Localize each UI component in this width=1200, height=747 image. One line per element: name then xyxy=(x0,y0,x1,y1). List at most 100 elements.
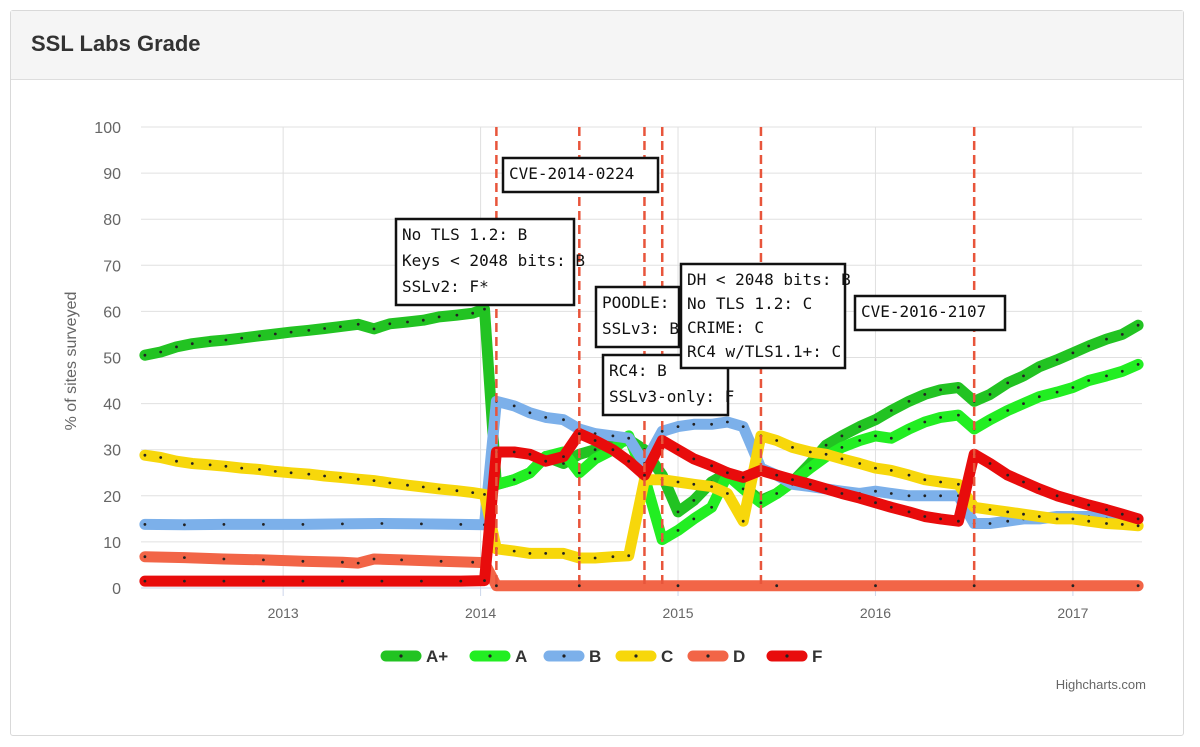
y-tick-label: 20 xyxy=(103,489,121,506)
data-point xyxy=(577,432,581,435)
data-point xyxy=(1037,487,1041,491)
data-point xyxy=(858,462,862,465)
data-point xyxy=(372,557,376,561)
annotation-frame xyxy=(394,217,576,307)
data-point xyxy=(611,448,615,452)
data-point xyxy=(1037,515,1041,518)
data-point xyxy=(577,556,581,560)
data-point xyxy=(874,466,877,470)
data-point xyxy=(676,584,680,588)
annotation-line: CVE-2014-0224 xyxy=(509,164,634,183)
series-c xyxy=(139,430,1144,564)
data-point xyxy=(775,473,779,477)
data-point xyxy=(1105,522,1108,525)
data-point xyxy=(791,478,794,482)
annotation-frame xyxy=(501,156,660,194)
legend-item-b[interactable]: B xyxy=(543,647,601,666)
annotation-line: RC4 w/TLS1.1+: C xyxy=(687,342,841,361)
data-point xyxy=(240,336,244,340)
data-point xyxy=(1120,512,1124,516)
data-point xyxy=(159,350,163,354)
data-point xyxy=(808,450,812,454)
legend-item-c[interactable]: C xyxy=(615,647,673,666)
data-point xyxy=(1087,344,1091,348)
data-point xyxy=(710,464,713,468)
data-point xyxy=(1120,333,1124,336)
data-point xyxy=(676,480,680,484)
legend-item-d[interactable]: D xyxy=(687,647,745,666)
data-point xyxy=(923,515,927,518)
data-point xyxy=(907,399,911,403)
panel-header: SSL Labs Grade xyxy=(11,11,1183,80)
legend-item-a-plus[interactable]: A+ xyxy=(380,647,448,666)
data-point xyxy=(874,418,877,422)
data-point xyxy=(957,482,960,486)
y-tick-label: 10 xyxy=(103,535,121,552)
data-point xyxy=(380,579,384,583)
data-point xyxy=(611,555,615,559)
data-point xyxy=(874,434,877,438)
data-point xyxy=(907,494,911,498)
data-point xyxy=(1022,402,1025,405)
data-point xyxy=(874,584,877,588)
annotation-box: POODLE: SSLv3: B xyxy=(594,285,681,349)
data-point xyxy=(840,492,844,495)
data-point xyxy=(471,560,475,564)
data-point xyxy=(1087,503,1091,507)
annotation-line: SSLv3-only: F xyxy=(609,387,734,406)
data-point xyxy=(183,556,186,559)
data-point xyxy=(741,519,745,523)
data-point xyxy=(726,471,729,475)
annotation-line: CVE-2016-2107 xyxy=(861,302,986,321)
data-point xyxy=(224,464,228,468)
panel-title: SSL Labs Grade xyxy=(31,31,201,56)
data-point xyxy=(455,489,459,493)
data-point xyxy=(512,549,516,553)
data-point xyxy=(1022,374,1025,378)
data-point xyxy=(222,523,226,526)
data-point xyxy=(495,584,498,588)
data-point xyxy=(388,481,392,485)
y-axis: 0 10 20 30 40 50 60 70 80 90 100 xyxy=(94,120,121,598)
data-point xyxy=(1006,473,1010,477)
legend-item-a[interactable]: A xyxy=(469,647,527,666)
data-point xyxy=(1071,517,1075,521)
data-point xyxy=(907,427,911,431)
data-point xyxy=(323,327,326,330)
credits-link[interactable]: Highcharts.com xyxy=(1056,677,1146,692)
y-tick-label: 80 xyxy=(103,212,121,229)
data-point xyxy=(341,579,344,583)
data-point xyxy=(356,477,360,481)
data-point xyxy=(483,579,486,582)
legend-item-f[interactable]: F xyxy=(766,647,822,666)
data-point xyxy=(459,523,463,526)
legend-label: A+ xyxy=(426,647,448,666)
data-point xyxy=(858,425,862,428)
data-point xyxy=(289,330,293,334)
data-point xyxy=(1006,409,1010,412)
data-point xyxy=(808,482,812,486)
data-point xyxy=(222,579,226,583)
data-point xyxy=(406,320,409,324)
data-point xyxy=(957,386,960,389)
data-point xyxy=(356,322,360,326)
data-point xyxy=(341,560,344,564)
annotations: CVE-2014-0224 No TLS 1.2: B Keys < 2048 bi… xyxy=(394,156,1007,417)
legend-label: B xyxy=(589,647,601,666)
annotation-line: RC4: B xyxy=(609,361,667,380)
data-point xyxy=(988,462,992,465)
data-point xyxy=(577,584,581,588)
data-point xyxy=(1055,517,1059,521)
x-tick-label: 2017 xyxy=(1057,605,1088,621)
data-point xyxy=(593,439,597,442)
data-point xyxy=(1105,337,1108,341)
data-point xyxy=(190,342,194,346)
data-point xyxy=(1071,584,1075,588)
data-point xyxy=(562,462,565,465)
data-point xyxy=(400,558,403,562)
data-point xyxy=(420,522,423,526)
data-point xyxy=(1087,379,1091,382)
annotation-line: CRIME: C xyxy=(687,318,764,337)
data-point xyxy=(1071,499,1075,502)
data-point xyxy=(593,556,597,560)
